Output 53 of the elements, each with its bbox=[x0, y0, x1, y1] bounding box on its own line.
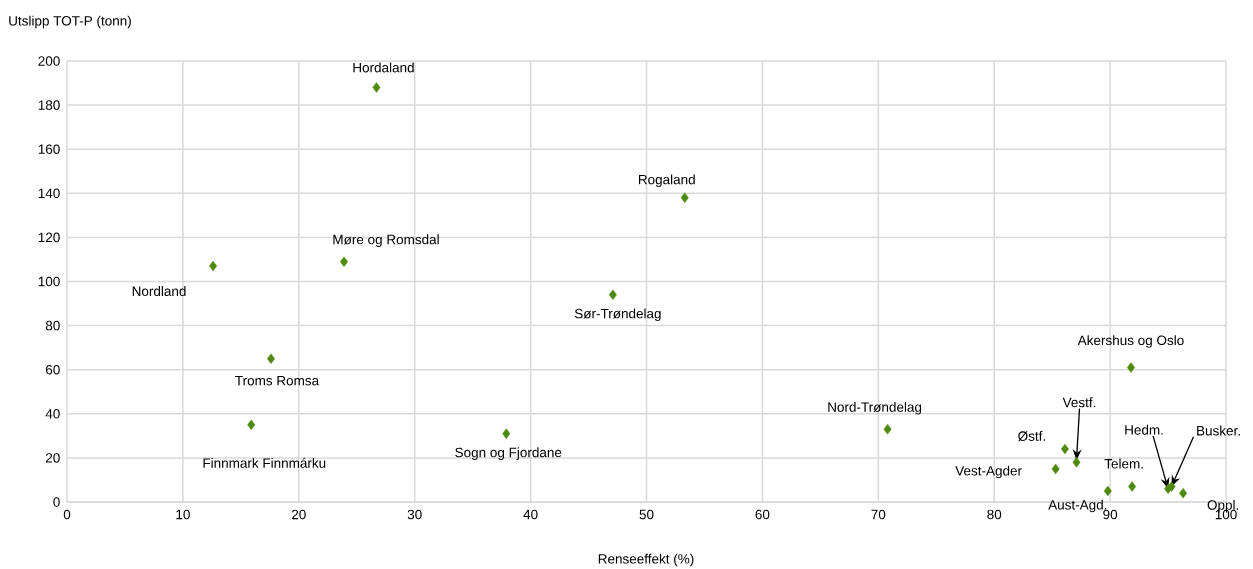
y-tick-label: 140 bbox=[38, 188, 60, 199]
x-tick-label: 30 bbox=[407, 509, 422, 520]
point bbox=[1127, 362, 1135, 373]
x-axis-title: Renseeffekt (%) bbox=[598, 553, 694, 567]
x-tick-label: 50 bbox=[639, 509, 654, 520]
point bbox=[247, 419, 256, 431]
annotation: Østf. bbox=[1018, 431, 1045, 442]
x-tick-label: 20 bbox=[291, 509, 306, 520]
y-tick-label: 80 bbox=[45, 320, 60, 331]
x-tick-label: 60 bbox=[755, 509, 770, 520]
x-tick-label: 40 bbox=[523, 509, 538, 520]
point bbox=[1060, 443, 1069, 455]
annotation: Møre og Romsdal bbox=[333, 234, 439, 247]
annotation: Akershus og Oslo bbox=[1077, 335, 1184, 348]
annotation: Hedm. bbox=[1125, 424, 1163, 435]
x-tick-label: 80 bbox=[987, 509, 1002, 520]
y-axis-title: Utslipp TOT-P (tonn) bbox=[9, 15, 131, 29]
annotation: Nordland bbox=[132, 286, 186, 297]
annotation: Troms Romsa bbox=[235, 375, 320, 386]
annotation: Rogaland bbox=[638, 174, 695, 187]
point bbox=[883, 424, 892, 435]
point bbox=[1051, 463, 1060, 475]
y-tick-label: 60 bbox=[45, 364, 60, 375]
point bbox=[267, 353, 275, 364]
y-tick-label: 40 bbox=[45, 409, 60, 419]
annotation: Sør-Trøndelag bbox=[574, 308, 661, 322]
y-tick-label: 120 bbox=[38, 232, 60, 243]
point bbox=[680, 192, 689, 203]
x-tick-label: 10 bbox=[176, 509, 190, 520]
point bbox=[608, 289, 617, 300]
point bbox=[1072, 457, 1081, 468]
annotation: Finnmark Finnmárku bbox=[203, 457, 326, 468]
point bbox=[1128, 481, 1137, 492]
annotation: Busker. bbox=[1197, 425, 1240, 436]
annotation: Hordaland bbox=[353, 62, 414, 73]
annotation: Telem. bbox=[1104, 458, 1143, 469]
point bbox=[340, 256, 348, 267]
y-tick-label: 100 bbox=[38, 276, 60, 287]
point bbox=[502, 428, 511, 439]
annotation: Sogn og Fjordane bbox=[455, 447, 562, 460]
point bbox=[1179, 487, 1188, 499]
y-tick-label: 0 bbox=[53, 497, 60, 507]
x-tick-label: 70 bbox=[871, 509, 886, 520]
point bbox=[372, 82, 381, 93]
y-tick-label: 180 bbox=[38, 100, 60, 110]
x-tick-label: 0 bbox=[63, 509, 71, 520]
y-tick-label: 160 bbox=[38, 144, 60, 154]
point bbox=[1103, 485, 1112, 497]
annotation: Vestf. bbox=[1062, 397, 1096, 408]
y-tick-label: 20 bbox=[45, 453, 60, 463]
annotation: Nord-Trøndelag bbox=[828, 401, 922, 415]
annotation: Vest-Agder bbox=[955, 465, 1022, 479]
y-tick-label: 200 bbox=[38, 56, 60, 66]
